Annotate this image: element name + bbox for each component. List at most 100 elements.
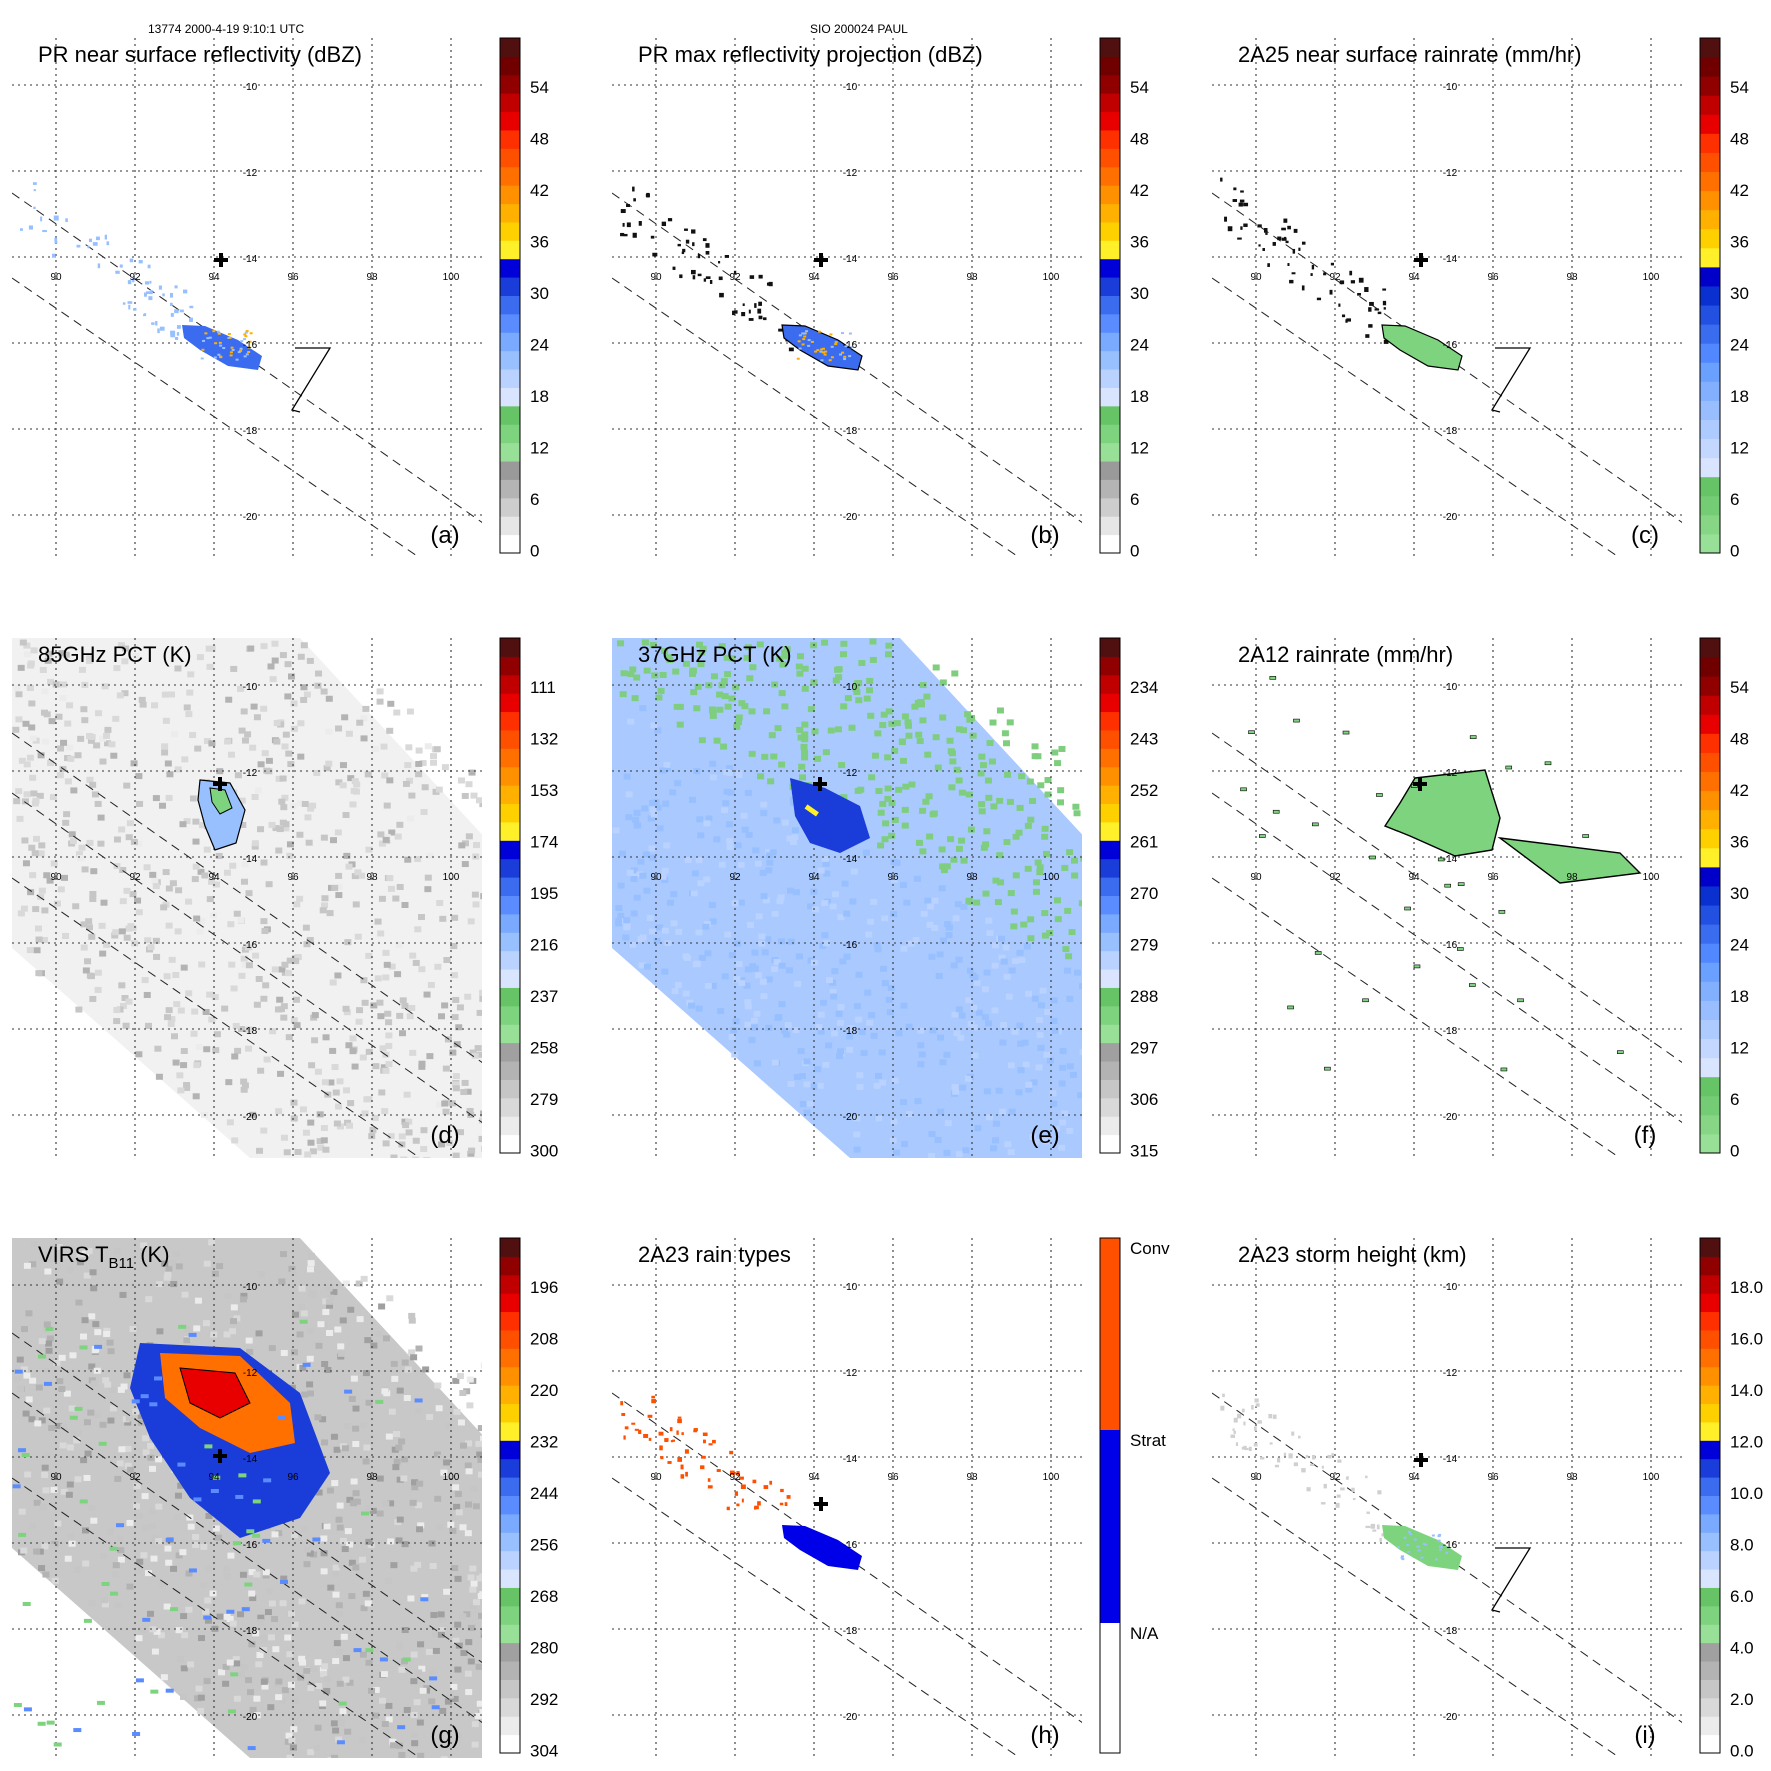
lon-label: 96 — [287, 872, 299, 883]
imagery-pixel — [22, 720, 30, 727]
cloud-fragment — [83, 1618, 92, 1623]
imagery-pixel — [914, 1098, 922, 1105]
imagery-pixel — [796, 726, 804, 733]
imagery-pixel — [408, 1349, 416, 1356]
imagery-pixel — [791, 834, 799, 841]
imagery-pixel — [307, 1260, 315, 1267]
imagery-pixel — [415, 771, 423, 778]
imagery-pixel — [165, 885, 173, 892]
imagery-pixel — [889, 1137, 897, 1144]
imagery-pixel — [111, 932, 119, 939]
imagery-pixel — [452, 1484, 460, 1491]
satellite-swath-background — [12, 638, 482, 1158]
echo-pixel — [1306, 1487, 1311, 1492]
echo-pixel — [732, 310, 735, 316]
imagery-pixel — [278, 798, 286, 805]
imagery-pixel — [379, 1045, 387, 1052]
imagery-pixel — [770, 753, 778, 760]
imagery-pixel — [919, 807, 927, 814]
imagery-pixel — [416, 1480, 424, 1487]
colorbar-segment — [1700, 1569, 1720, 1588]
imagery-pixel — [434, 963, 442, 970]
imagery-pixel — [622, 934, 630, 941]
imagery-pixel — [214, 1534, 222, 1541]
imagery-pixel — [302, 924, 310, 931]
imagery-pixel — [279, 775, 287, 782]
imagery-pixel — [284, 1738, 292, 1745]
imagery-pixel — [165, 922, 173, 929]
imagery-pixel — [287, 673, 295, 680]
storm-echo — [197, 777, 246, 851]
echo-core-pixel — [216, 330, 220, 333]
imagery-pixel — [926, 921, 934, 928]
imagery-pixel — [822, 749, 830, 756]
imagery-pixel — [943, 1149, 951, 1156]
echo-pixel — [652, 252, 658, 257]
colorbar-segment — [1100, 442, 1120, 462]
imagery-pixel — [821, 900, 829, 907]
imagery-pixel — [116, 1460, 124, 1467]
imagery-pixel — [1068, 929, 1076, 936]
imagery-pixel — [689, 667, 697, 674]
echo-core-pixel — [1439, 1548, 1443, 1551]
imagery-pixel — [66, 744, 74, 751]
imagery-pixel — [385, 1061, 393, 1068]
imagery-pixel — [253, 714, 261, 721]
imagery-pixel — [53, 1359, 61, 1366]
colorbar-segment — [500, 56, 520, 76]
imagery-pixel — [245, 1045, 253, 1052]
imagery-pixel — [460, 1089, 468, 1096]
imagery-pixel — [919, 717, 927, 724]
scattering-region — [790, 778, 870, 853]
imagery-pixel — [433, 1451, 441, 1458]
imagery-pixel — [901, 713, 909, 720]
imagery-pixel — [748, 708, 756, 715]
imagery-pixel — [913, 875, 921, 882]
echo-pixel — [677, 1418, 682, 1424]
imagery-pixel — [867, 918, 875, 925]
imagery-pixel — [801, 685, 809, 692]
imagery-pixel — [928, 953, 936, 960]
colorbar-segment — [1100, 203, 1120, 223]
colorbar-tick-label: 6.0 — [1730, 1587, 1754, 1606]
colorbar-segment — [1700, 285, 1720, 306]
imagery-pixel — [363, 1444, 371, 1451]
imagery-pixel — [771, 910, 779, 917]
echo-pixel — [1227, 226, 1233, 232]
imagery-pixel — [475, 797, 482, 804]
imagery-pixel — [771, 1059, 779, 1066]
echo-pixel — [692, 242, 695, 247]
imagery-pixel — [209, 1590, 217, 1597]
echo-core-pixel — [830, 345, 834, 348]
imagery-pixel — [981, 1014, 989, 1021]
imagery-pixel — [231, 1053, 239, 1060]
imagery-pixel — [430, 753, 438, 760]
imagery-pixel — [18, 757, 26, 764]
imagery-pixel — [303, 941, 311, 948]
colorbar-segment — [1700, 1238, 1720, 1257]
echo-pixel — [1240, 190, 1244, 193]
colorbar-segment — [1100, 913, 1120, 933]
imagery-pixel — [190, 795, 198, 802]
imagery-pixel — [651, 672, 659, 679]
echo-core-pixel — [243, 355, 247, 358]
imagery-pixel — [192, 838, 200, 845]
imagery-pixel — [844, 695, 852, 702]
imagery-pixel — [403, 1091, 411, 1098]
echo-pixel — [32, 182, 37, 185]
echo-pixel — [700, 1455, 706, 1459]
echo-pixel — [709, 279, 713, 284]
imagery-pixel — [437, 1631, 445, 1638]
imagery-pixel — [216, 1263, 224, 1270]
imagery-pixel — [803, 1058, 811, 1065]
imagery-pixel — [81, 1317, 89, 1324]
imagery-pixel — [1008, 1108, 1016, 1115]
imagery-pixel — [57, 886, 65, 893]
main-rain-cell — [182, 325, 262, 370]
imagery-pixel — [877, 809, 885, 816]
imagery-pixel — [175, 1263, 183, 1270]
colorbar-segment — [500, 785, 520, 805]
imagery-pixel — [331, 1480, 339, 1487]
imagery-pixel — [341, 1546, 349, 1553]
